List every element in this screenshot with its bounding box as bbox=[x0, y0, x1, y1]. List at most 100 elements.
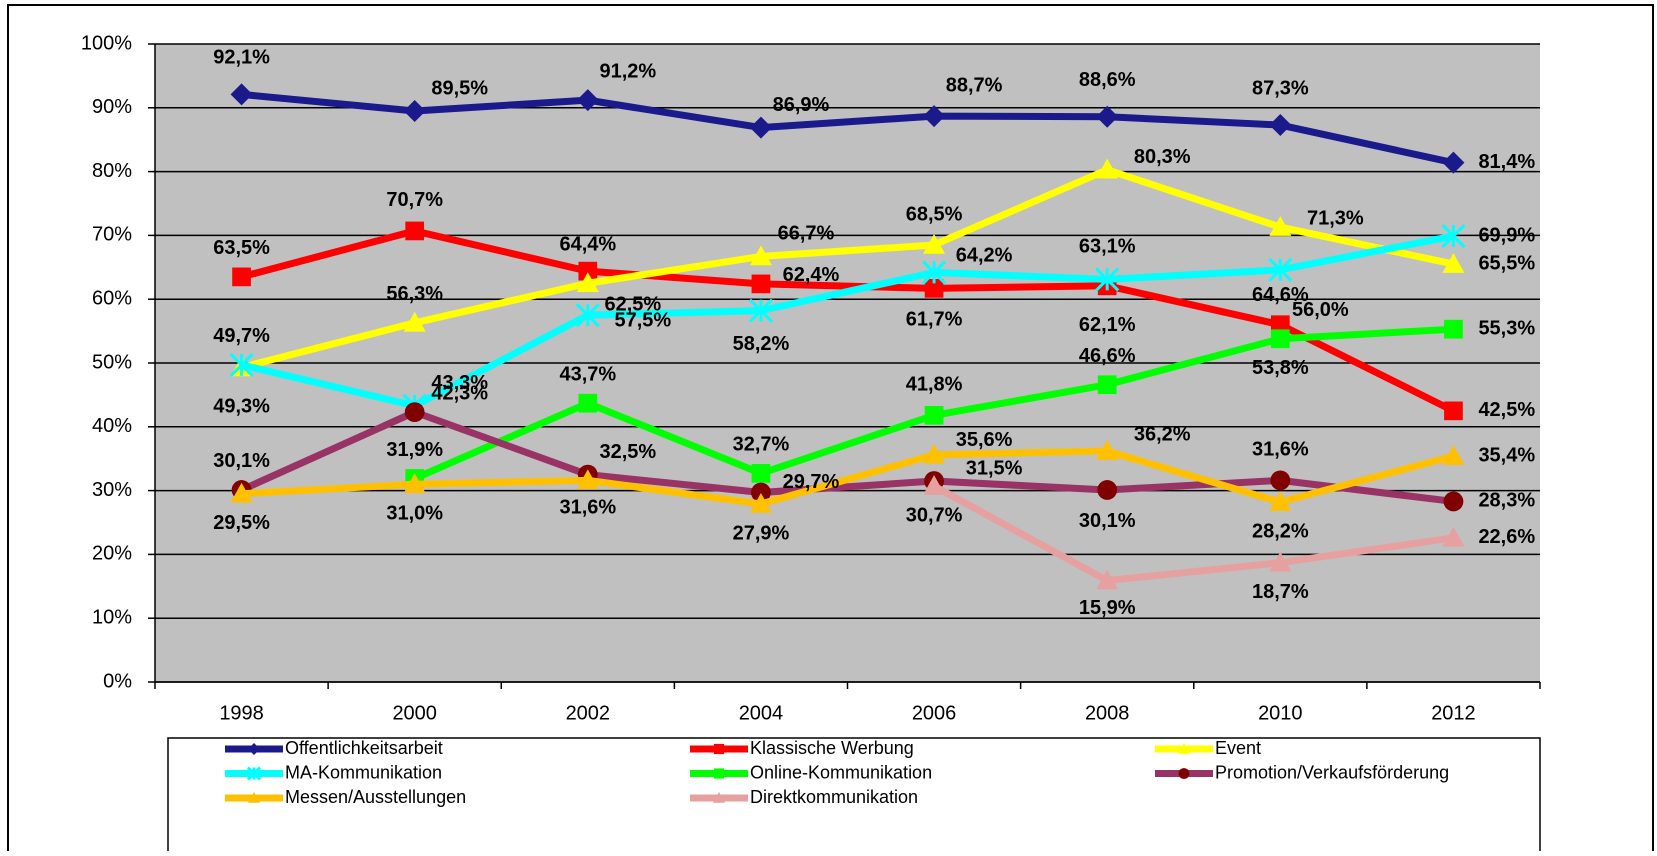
legend-label: Online-Kommunikation bbox=[750, 762, 932, 782]
legend-label: MA-Kommunikation bbox=[285, 762, 442, 782]
marker bbox=[1442, 151, 1465, 174]
data-label: 89,5% bbox=[431, 77, 488, 99]
y-tick-label: 60% bbox=[92, 287, 132, 309]
legend-label: Promotion/Verkaufsförderung bbox=[1215, 762, 1449, 782]
marker bbox=[576, 272, 599, 293]
x-tick-label: 2000 bbox=[392, 702, 437, 724]
legend-label: Event bbox=[1215, 738, 1261, 758]
series bbox=[923, 475, 1465, 590]
x-tick-label: 2010 bbox=[1258, 702, 1303, 724]
data-label: 49,7% bbox=[213, 325, 270, 347]
data-label: 63,1% bbox=[1079, 236, 1136, 258]
marker bbox=[713, 743, 725, 755]
data-label: 43,7% bbox=[559, 363, 616, 385]
marker bbox=[751, 464, 771, 483]
y-tick-label: 50% bbox=[92, 351, 132, 373]
data-label: 64,6% bbox=[1252, 284, 1309, 306]
data-label: 42,5% bbox=[1478, 399, 1535, 421]
marker bbox=[1442, 445, 1465, 465]
legend-label: Direktkommunikation bbox=[750, 787, 918, 807]
data-label: 41,8% bbox=[906, 374, 963, 396]
x-tick-label: 2012 bbox=[1431, 702, 1476, 724]
data-label: 27,9% bbox=[733, 522, 790, 544]
data-label: 80,3% bbox=[1134, 146, 1191, 168]
x-tick-label: 2006 bbox=[912, 702, 957, 724]
marker bbox=[404, 402, 425, 423]
data-label: 30,7% bbox=[906, 504, 963, 526]
marker bbox=[403, 99, 426, 122]
data-label: 32,7% bbox=[733, 434, 790, 456]
marker bbox=[924, 279, 944, 298]
marker bbox=[1096, 158, 1119, 179]
marker bbox=[922, 260, 947, 285]
data-label: 46,6% bbox=[1079, 345, 1136, 367]
marker bbox=[1444, 319, 1463, 339]
marker bbox=[1269, 551, 1292, 572]
data-label: 64,2% bbox=[956, 245, 1013, 267]
data-label: 56,0% bbox=[1292, 299, 1349, 321]
data-label: 68,5% bbox=[906, 203, 963, 225]
marker bbox=[923, 233, 946, 254]
data-label: 31,6% bbox=[559, 497, 616, 519]
marker bbox=[923, 475, 946, 495]
data-label: 22,6% bbox=[1478, 526, 1535, 548]
data-label: 31,0% bbox=[386, 503, 443, 525]
marker bbox=[576, 89, 599, 112]
marker bbox=[248, 792, 260, 803]
series-line bbox=[240, 232, 1455, 410]
data-label: 32,5% bbox=[599, 441, 656, 463]
series-line bbox=[241, 447, 1455, 508]
legend bbox=[167, 737, 1541, 856]
marker bbox=[924, 405, 944, 425]
series-line bbox=[240, 408, 1454, 505]
marker bbox=[1270, 329, 1290, 349]
marker bbox=[578, 261, 598, 281]
data-label: 15,9% bbox=[1079, 597, 1136, 619]
marker bbox=[713, 768, 725, 779]
data-label: 28,3% bbox=[1478, 490, 1535, 512]
data-label: 62,4% bbox=[783, 264, 840, 286]
marker bbox=[748, 298, 773, 323]
series bbox=[405, 319, 1463, 488]
legend-label: Klassische Werbung bbox=[750, 738, 914, 758]
data-label: 86,9% bbox=[773, 94, 830, 116]
data-label: 36,2% bbox=[1134, 423, 1191, 445]
marker bbox=[578, 393, 598, 413]
series-line bbox=[932, 483, 1454, 585]
marker bbox=[1442, 253, 1465, 273]
y-tick-label: 90% bbox=[92, 96, 132, 118]
y-tick-label: 70% bbox=[92, 224, 132, 246]
marker bbox=[1096, 440, 1119, 460]
data-label: 88,6% bbox=[1079, 69, 1136, 91]
marker bbox=[1097, 375, 1117, 395]
data-label: 35,6% bbox=[956, 429, 1013, 451]
legend-label: Messen/Ausstellungen bbox=[285, 787, 466, 807]
marker bbox=[1443, 491, 1464, 512]
marker bbox=[1270, 315, 1290, 335]
data-label: 31,9% bbox=[386, 439, 443, 461]
series bbox=[230, 440, 1465, 513]
marker bbox=[751, 274, 771, 294]
marker bbox=[405, 221, 425, 241]
y-tick-label: 0% bbox=[103, 670, 132, 692]
data-label: 49,3% bbox=[213, 396, 270, 418]
data-label: 30,1% bbox=[1079, 510, 1136, 532]
data-label: 30,1% bbox=[213, 450, 270, 472]
data-label: 92,1% bbox=[213, 47, 270, 69]
data-label: 43,3% bbox=[431, 372, 488, 394]
x-tick-label: 2004 bbox=[739, 702, 784, 724]
data-label: 61,7% bbox=[906, 309, 963, 331]
marker bbox=[230, 482, 253, 503]
data-label: 55,3% bbox=[1478, 317, 1535, 339]
marker bbox=[1096, 105, 1119, 128]
y-tick-label: 100% bbox=[81, 32, 132, 54]
x-tick-label: 2008 bbox=[1085, 702, 1130, 724]
marker bbox=[1097, 480, 1118, 500]
y-tick-label: 30% bbox=[92, 479, 132, 501]
marker bbox=[403, 473, 426, 494]
marker bbox=[1269, 114, 1292, 137]
marker bbox=[1270, 470, 1291, 491]
data-label: 65,5% bbox=[1478, 252, 1535, 274]
marker bbox=[576, 469, 599, 490]
series bbox=[230, 83, 1465, 174]
